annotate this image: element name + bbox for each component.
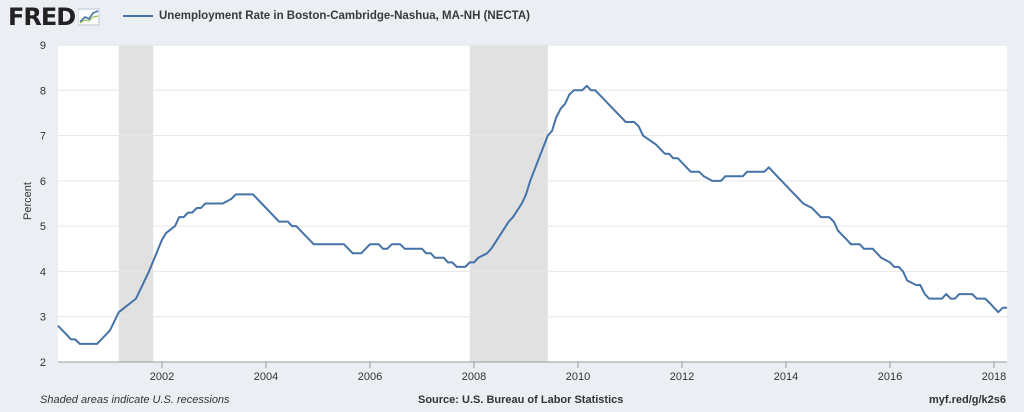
- recession-band-2: [469, 45, 548, 362]
- series-line: [57, 84, 1007, 345]
- short-url-link[interactable]: myf.red/g/k2s6: [928, 394, 1006, 406]
- x-tick-label: 2006: [358, 371, 382, 383]
- line-chart: 2 3 4 5 6 7 8 9 2002 2004 2006 2008 2010 2012 2014 201…: [40, 40, 1007, 383]
- y-tick-label: 9: [40, 40, 46, 52]
- y-axis: 2 3 4 5 6 7 8 9: [40, 40, 46, 369]
- y-tick-label: 6: [40, 176, 46, 188]
- recession-band-1: [118, 45, 154, 362]
- fred-logo[interactable]: FRED: [8, 4, 100, 30]
- recession-note: Shaded areas indicate U.S. recessions: [40, 394, 230, 406]
- x-tick-label: 2008: [462, 371, 486, 383]
- y-tick-label: 8: [40, 85, 46, 97]
- grid-lines: [58, 44, 1007, 363]
- y-tick-label: 2: [40, 357, 46, 369]
- x-axis: 2002 2004 2006 2008 2010 2012 2014 2016 2018: [150, 362, 1006, 383]
- chart-header: FRED Unemployment Rate in Boston-Cambrid…: [0, 0, 1024, 36]
- x-tick-label: 2014: [774, 371, 798, 383]
- fred-graph-icon: [78, 8, 100, 26]
- x-tick-label: 2010: [566, 371, 590, 383]
- chart-footer: Shaded areas indicate U.S. recessions So…: [0, 394, 1024, 410]
- x-tick-label: 2018: [982, 371, 1006, 383]
- y-tick-label: 3: [40, 312, 46, 324]
- legend-label: Unemployment Rate in Boston-Cambridge-Na…: [159, 10, 530, 22]
- y-tick-label: 5: [40, 221, 46, 233]
- x-tick-label: 2016: [878, 371, 902, 383]
- y-axis-label: Percent: [22, 182, 34, 220]
- y-tick-label: 7: [40, 131, 46, 143]
- legend-swatch: [123, 15, 153, 17]
- source-note: Source: U.S. Bureau of Labor Statistics: [418, 394, 624, 406]
- recession-shading: [118, 45, 548, 362]
- fred-logo-text: FRED: [8, 3, 76, 31]
- x-tick-label: 2012: [670, 371, 694, 383]
- y-tick-label: 4: [40, 266, 46, 278]
- x-tick-label: 2004: [254, 371, 278, 383]
- x-tick-label: 2002: [150, 371, 174, 383]
- chart-legend: Unemployment Rate in Boston-Cambridge-Na…: [123, 10, 530, 22]
